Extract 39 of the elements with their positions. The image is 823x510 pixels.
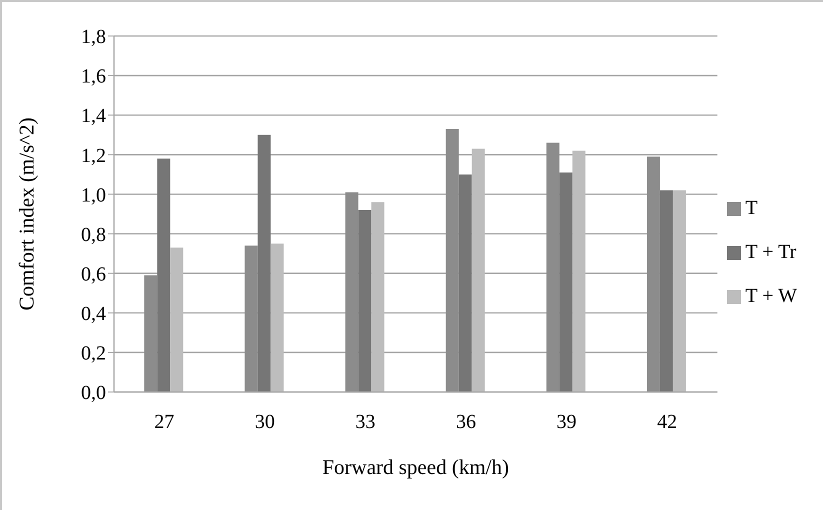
bar xyxy=(157,158,170,392)
y-axis-title: Comfort index (m/s^2) xyxy=(14,117,38,310)
x-tick-label: 27 xyxy=(154,411,174,434)
y-tick-label: 1,0 xyxy=(81,184,106,206)
bar xyxy=(646,156,660,392)
y-tick-label: 0,2 xyxy=(81,342,106,365)
x-tick-label: 36 xyxy=(456,411,476,434)
y-tick-label: 1,2 xyxy=(81,144,106,167)
y-tick-label: 1,8 xyxy=(81,26,106,48)
bar xyxy=(358,210,372,392)
bar xyxy=(371,202,384,392)
bar xyxy=(345,192,358,392)
bar xyxy=(446,128,459,392)
bar xyxy=(458,174,472,392)
x-tick-label: 39 xyxy=(556,411,577,434)
bar xyxy=(559,172,572,392)
bar xyxy=(472,148,485,392)
bar xyxy=(546,142,560,392)
bar xyxy=(572,150,586,392)
x-tick-label: 30 xyxy=(254,411,275,434)
bar xyxy=(170,248,184,392)
bar xyxy=(660,190,673,392)
legend-label: T xyxy=(745,197,758,219)
bar xyxy=(258,134,271,392)
bar xyxy=(672,190,686,392)
bar xyxy=(244,246,258,392)
y-tick-label: 0,0 xyxy=(81,382,106,404)
y-tick-label: 1,4 xyxy=(81,105,106,128)
y-tick-label: 0,8 xyxy=(81,224,106,246)
bar xyxy=(270,244,284,392)
x-tick-label: 33 xyxy=(355,411,376,434)
y-tick-label: 0,4 xyxy=(81,302,106,325)
bar xyxy=(144,275,158,392)
legend-label: T + Tr xyxy=(745,241,796,263)
x-tick-label: 42 xyxy=(657,411,678,434)
legend-label: T + W xyxy=(745,285,797,307)
x-axis-title: Forward speed (km/h) xyxy=(322,455,509,479)
y-tick-label: 0,6 xyxy=(81,263,106,286)
y-tick-label: 1,6 xyxy=(81,66,106,88)
